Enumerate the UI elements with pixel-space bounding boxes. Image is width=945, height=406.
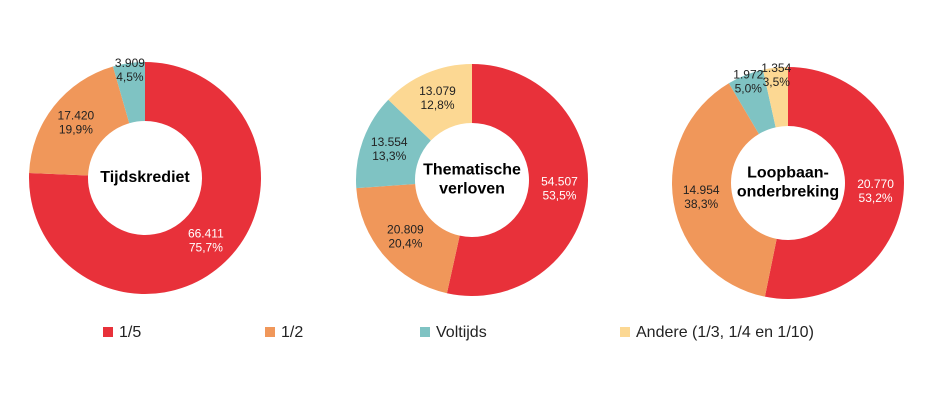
donut-segment [356, 184, 460, 294]
value-label: 1.972 [733, 68, 763, 82]
donut-segment [388, 64, 472, 141]
donut-segment [762, 67, 788, 128]
donut-title: Tijdskrediet [100, 169, 190, 186]
value-label: 20.809 [387, 223, 424, 237]
value-label: 3.909 [115, 56, 145, 70]
legend-swatch [265, 327, 275, 337]
percent-label: 3,5% [763, 75, 791, 89]
legend-label: 1/5 [119, 324, 141, 341]
donut-segment [446, 64, 588, 296]
percent-label: 53,2% [859, 191, 893, 205]
legend-label: Voltijds [436, 324, 487, 341]
legend-label: 1/2 [281, 324, 303, 341]
value-label: 54.507 [541, 175, 578, 189]
donut-title: Thematische [423, 162, 521, 179]
value-label: 1.354 [761, 61, 791, 75]
donut-segment [112, 62, 145, 124]
percent-label: 75,7% [189, 241, 223, 255]
donut-segment [728, 69, 776, 134]
value-label: 17.420 [58, 109, 95, 123]
value-label: 13.079 [419, 84, 456, 98]
legend-swatch [103, 327, 113, 337]
value-label: 66.411 [188, 227, 224, 241]
donut-title: verloven [439, 181, 505, 198]
donut-segment [29, 66, 130, 176]
percent-label: 53,5% [542, 189, 576, 203]
percent-label: 20,4% [388, 237, 422, 251]
donut-segment [764, 67, 904, 299]
donut-segment [672, 83, 777, 297]
legend-label: Andere (1/3, 1/4 en 1/10) [636, 324, 814, 341]
donut-title: Loopbaan- [747, 165, 829, 182]
legend-swatch [420, 327, 430, 337]
donut-segment [29, 62, 261, 294]
donut-segment [356, 99, 431, 189]
donut-title: onderbreking [737, 184, 839, 201]
percent-label: 4,5% [116, 70, 144, 84]
percent-label: 38,3% [684, 197, 718, 211]
percent-label: 19,9% [59, 123, 93, 137]
percent-label: 13,3% [372, 149, 406, 163]
legend-swatch [620, 327, 630, 337]
percent-label: 12,8% [420, 98, 454, 112]
percent-label: 5,0% [735, 82, 763, 96]
value-label: 13.554 [371, 135, 408, 149]
value-label: 20.770 [857, 177, 894, 191]
value-label: 14.954 [683, 183, 720, 197]
